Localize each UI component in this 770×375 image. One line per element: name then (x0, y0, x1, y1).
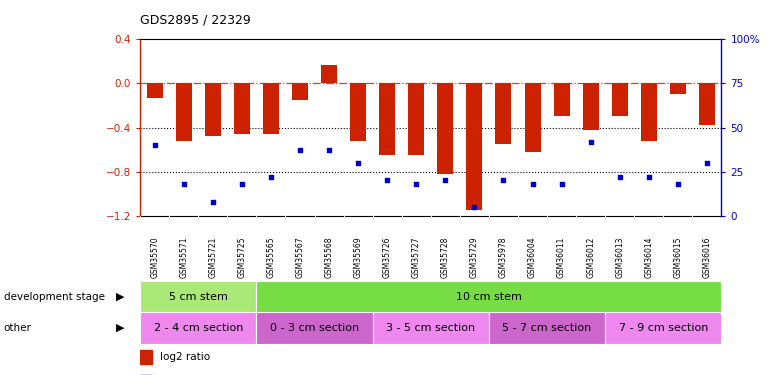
Bar (554, 84, 570, 117)
Point (265, 174, 277, 180)
Text: 10 cm stem: 10 cm stem (456, 292, 522, 302)
Text: GSM36004: GSM36004 (528, 236, 537, 278)
Text: GSM35571: GSM35571 (179, 237, 188, 278)
Text: 0 - 3 cm section: 0 - 3 cm section (270, 323, 359, 333)
Text: GSM36011: GSM36011 (557, 237, 566, 278)
Bar (256, 281, 721, 312)
Text: GSM35565: GSM35565 (266, 236, 276, 278)
Point (178, 181, 190, 187)
Text: GSM35726: GSM35726 (383, 237, 392, 278)
Point (206, 198, 219, 204)
Point (468, 204, 480, 210)
Text: GSM35727: GSM35727 (412, 237, 420, 278)
Text: GSM35568: GSM35568 (325, 237, 333, 278)
Bar (140, 350, 152, 364)
Point (643, 174, 655, 180)
Bar (583, 84, 599, 130)
Point (410, 181, 423, 187)
Text: 3 - 5 cm section: 3 - 5 cm section (387, 323, 475, 333)
Bar (408, 84, 424, 155)
Point (527, 181, 539, 187)
Text: 5 cm stem: 5 cm stem (169, 292, 228, 302)
Bar (605, 312, 721, 344)
Bar (489, 312, 605, 344)
Bar (467, 84, 483, 210)
Bar (234, 84, 250, 134)
Text: log2 ratio: log2 ratio (160, 352, 211, 362)
Text: 5 - 7 cm section: 5 - 7 cm section (503, 323, 591, 333)
Text: GSM35569: GSM35569 (353, 236, 363, 278)
Bar (263, 84, 279, 134)
Bar (321, 65, 337, 84)
Bar (292, 84, 308, 100)
Point (236, 181, 248, 187)
Point (584, 139, 597, 145)
Bar (140, 312, 256, 344)
Point (381, 177, 393, 183)
Bar (176, 84, 192, 141)
Bar (699, 84, 715, 125)
Text: GSM36012: GSM36012 (586, 237, 595, 278)
Text: GSM35978: GSM35978 (499, 237, 508, 278)
Point (671, 181, 684, 187)
Text: GDS2895 / 22329: GDS2895 / 22329 (140, 13, 251, 26)
Text: 2 - 4 cm section: 2 - 4 cm section (153, 323, 243, 333)
Bar (140, 281, 256, 312)
Bar (379, 84, 395, 155)
Bar (350, 84, 367, 141)
Text: GSM36014: GSM36014 (644, 237, 653, 278)
Bar (205, 84, 221, 136)
Text: GSM36016: GSM36016 (702, 237, 711, 278)
Bar (373, 312, 489, 344)
Point (294, 147, 306, 153)
Point (352, 160, 364, 166)
Bar (437, 84, 454, 174)
Text: GSM35570: GSM35570 (150, 236, 159, 278)
Point (439, 177, 451, 183)
Text: ▶: ▶ (116, 323, 125, 333)
Text: GSM35728: GSM35728 (441, 237, 450, 278)
Point (149, 142, 161, 148)
Text: GSM36013: GSM36013 (615, 237, 624, 278)
Text: GSM35567: GSM35567 (296, 236, 304, 278)
Bar (524, 84, 541, 152)
Text: GSM36015: GSM36015 (674, 237, 682, 278)
Point (555, 181, 567, 187)
Point (701, 160, 713, 166)
Bar (641, 84, 657, 141)
Text: 7 - 9 cm section: 7 - 9 cm section (618, 323, 708, 333)
Bar (146, 84, 162, 98)
Text: GSM35725: GSM35725 (237, 237, 246, 278)
Bar (495, 84, 511, 144)
Point (497, 177, 510, 183)
Text: GSM35721: GSM35721 (209, 237, 217, 278)
Bar (611, 84, 628, 117)
Point (614, 174, 626, 180)
Bar (256, 312, 373, 344)
Bar (670, 84, 686, 94)
Point (323, 147, 335, 153)
Text: GSM35729: GSM35729 (470, 237, 479, 278)
Text: other: other (4, 323, 32, 333)
Text: ▶: ▶ (116, 292, 125, 302)
Text: development stage: development stage (4, 292, 105, 302)
